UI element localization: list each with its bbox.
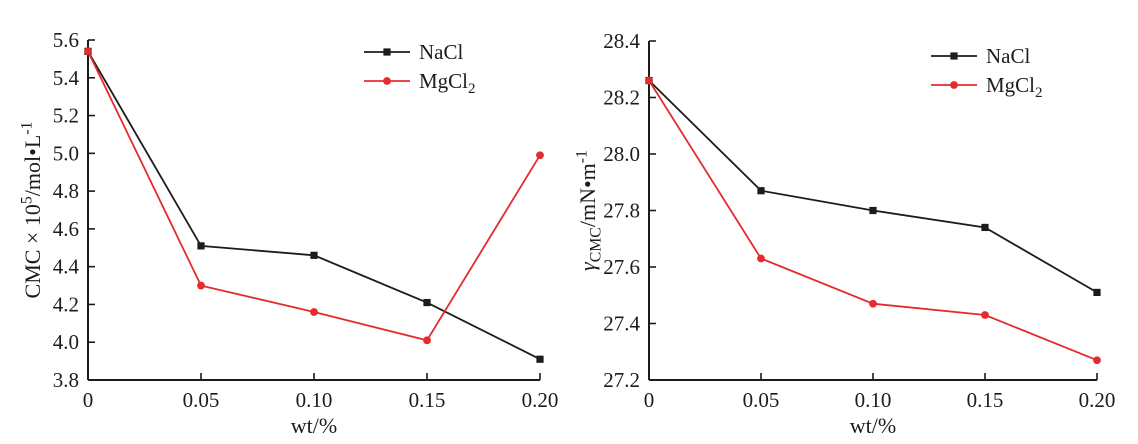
cmc-vs-salt-concentration-plot: 3.8 4.0 4.2 4.4 4.6 4.8 5.0 5.2 5.4 5.6 0 0.05 0.10 0… <box>19 28 559 438</box>
legend-label-MgCl₂: MgCl2 <box>986 73 1043 101</box>
legend-label-MgCl₂: MgCl2 <box>419 69 476 97</box>
data-point-NaCl <box>536 355 544 363</box>
data-point-NaCl <box>1093 288 1101 297</box>
y-tick-label: 5.0 <box>53 141 79 165</box>
x-axis-label: wt/% <box>291 413 337 438</box>
x-tick-label: 0.10 <box>855 388 892 412</box>
legend-marker-NaCl <box>950 52 958 60</box>
y-tick-label: 4.8 <box>53 179 79 203</box>
data-point-MgCl₂ <box>645 76 653 85</box>
chart-gamma-cmc: 27.2 27.4 27.6 27.8 28.0 28.2 28.4 0 0.05 0.10 0.1… <box>569 0 1138 439</box>
y-tick-label: 28.0 <box>603 142 640 166</box>
legend-marker-NaCl <box>383 48 391 56</box>
x-tick-label: 0.10 <box>296 388 333 412</box>
data-point-MgCl₂ <box>536 151 544 160</box>
data-point-MgCl₂ <box>981 311 989 319</box>
y-tick-label: 3.8 <box>53 368 79 392</box>
data-point-NaCl <box>423 298 431 307</box>
series-line-MgCl₂ <box>648 80 1098 362</box>
data-point-NaCl <box>197 242 205 250</box>
x-tick-label: 0.15 <box>409 388 446 412</box>
data-point-MgCl₂ <box>1093 356 1101 365</box>
data-point-NaCl <box>757 187 765 195</box>
x-tick-label: 0.15 <box>967 388 1004 412</box>
y-tick-label: 4.4 <box>53 255 80 279</box>
x-axis-label: wt/% <box>850 413 896 438</box>
data-point-NaCl <box>310 251 318 259</box>
x-tick-label: 0 <box>83 388 94 412</box>
y-tick-label: 5.2 <box>53 104 79 128</box>
data-point-MgCl₂ <box>423 336 431 345</box>
data-point-MgCl₂ <box>757 254 765 263</box>
y-tick-label: 27.2 <box>603 368 640 392</box>
y-tick-label: 5.4 <box>53 66 80 90</box>
data-point-MgCl₂ <box>310 308 318 316</box>
y-axis-label: CMC × 105/mol•L-1 <box>19 122 45 299</box>
x-tick-label: 0.20 <box>522 388 559 412</box>
gamma-cmc-vs-salt-concentration-plot: 27.2 27.4 27.6 27.8 28.0 28.2 28.4 0 0.05 0.10 0.1… <box>574 29 1116 438</box>
y-tick-label: 4.2 <box>53 292 79 316</box>
y-tick-label: 27.6 <box>603 255 640 279</box>
y-tick-label: 28.4 <box>603 29 640 53</box>
data-point-MgCl₂ <box>869 299 877 308</box>
x-tick-label: 0.05 <box>183 388 220 412</box>
y-tick-label: 4.0 <box>53 330 79 354</box>
x-tick-label: 0.05 <box>743 388 780 412</box>
y-tick-label: 27.4 <box>603 312 640 336</box>
data-point-NaCl <box>981 223 989 232</box>
data-point-MgCl₂ <box>84 47 92 56</box>
legend-marker-MgCl₂ <box>950 81 958 89</box>
y-tick-label: 5.6 <box>53 28 79 52</box>
y-axis-label: γCMC/mN•m-1 <box>574 150 605 271</box>
data-point-NaCl <box>869 206 877 215</box>
chart-cmc: 3.8 4.0 4.2 4.4 4.6 4.8 5.0 5.2 5.4 5.6 0 0.05 0.10 0… <box>0 0 569 439</box>
y-tick-label: 28.2 <box>603 86 640 110</box>
x-tick-label: 0 <box>644 388 655 412</box>
y-tick-label: 4.6 <box>53 217 79 241</box>
legend-label-NaCl: NaCl <box>986 44 1030 68</box>
legend-label-NaCl: NaCl <box>419 40 463 64</box>
x-tick-label: 0.20 <box>1079 388 1116 412</box>
legend-marker-MgCl₂ <box>383 77 391 85</box>
y-tick-label: 27.8 <box>603 199 640 223</box>
data-point-MgCl₂ <box>197 281 205 290</box>
